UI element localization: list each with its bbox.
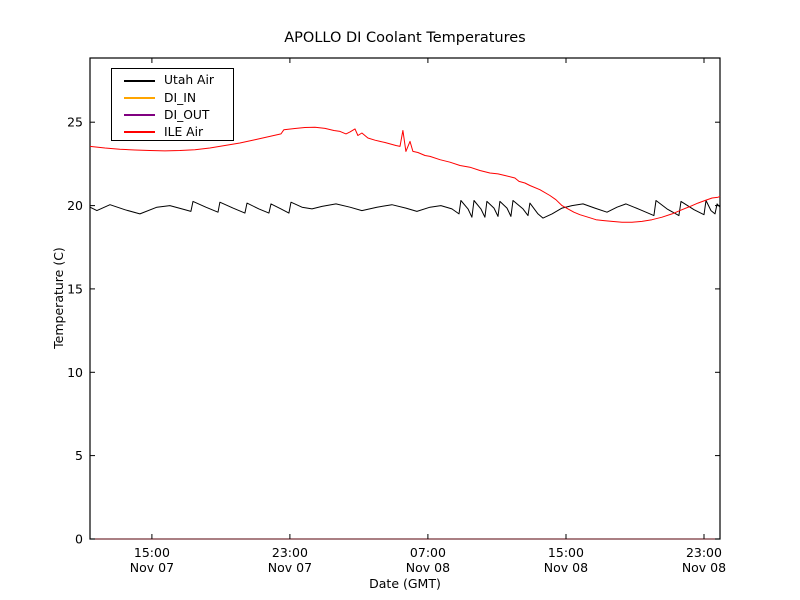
legend-line-utah-air xyxy=(124,79,155,82)
legend: Utah Air DI_IN DI_OUT ILE Air xyxy=(111,68,234,141)
x-tick-label-date: Nov 07 xyxy=(268,560,312,575)
legend-label-di-in: DI_IN xyxy=(164,90,197,105)
legend-label-di-out: DI_OUT xyxy=(164,107,210,122)
legend-label-ile-air: ILE Air xyxy=(164,125,204,139)
x-axis-label: Date (GMT) xyxy=(369,576,441,591)
x-tick-label-time: 23:00 xyxy=(272,545,308,560)
x-tick-label-time: 23:00 xyxy=(686,545,722,560)
legend-line-di-in xyxy=(124,96,155,99)
y-tick-label: 10 xyxy=(67,365,83,380)
y-tick-label: 0 xyxy=(75,532,83,547)
y-tick-label: 15 xyxy=(67,281,83,296)
y-tick-label: 20 xyxy=(67,198,83,213)
plot-series-layer xyxy=(89,126,721,540)
x-tick-label-date: Nov 08 xyxy=(406,560,450,575)
x-tick-label-date: Nov 07 xyxy=(130,560,174,575)
series-line-ile-air xyxy=(89,126,721,223)
x-tick-label-time: 15:00 xyxy=(134,545,170,560)
x-tick-label-date: Nov 08 xyxy=(544,560,588,575)
chart-title: APOLLO DI Coolant Temperatures xyxy=(284,30,525,46)
y-tick-label: 25 xyxy=(67,115,83,130)
y-tick-label: 5 xyxy=(75,448,83,463)
series-line-utah-air xyxy=(89,200,721,219)
y-axis-label: Temperature (C) xyxy=(51,247,66,350)
legend-item-di-out: DI_OUT xyxy=(112,106,233,123)
x-tick-label-time: 07:00 xyxy=(410,545,446,560)
x-tick-label-date: Nov 08 xyxy=(682,560,726,575)
axis-ticks-layer xyxy=(90,58,720,540)
legend-label-utah-air: Utah Air xyxy=(164,73,214,88)
x-tick-label-time: 15:00 xyxy=(548,545,584,560)
legend-item-ile-air: ILE Air xyxy=(112,124,233,141)
legend-item-utah-air: Utah Air xyxy=(112,72,233,89)
legend-item-di-in: DI_IN xyxy=(112,89,233,106)
legend-line-ile-air xyxy=(124,131,155,134)
legend-line-di-out xyxy=(124,113,155,116)
